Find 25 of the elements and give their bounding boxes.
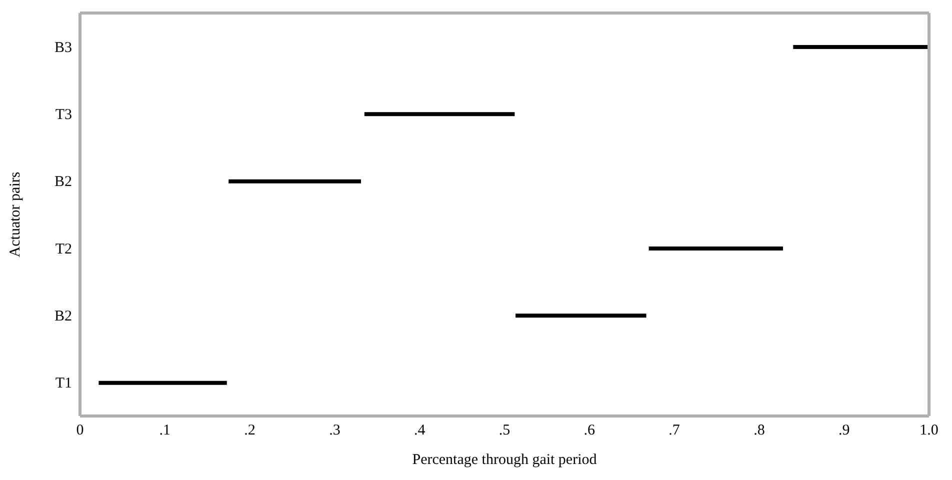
bar — [98, 380, 227, 385]
y-tick-label: B2 — [54, 308, 72, 325]
y-tick-label: T1 — [55, 376, 72, 392]
bar — [228, 179, 362, 184]
x-tick-label: .9 — [838, 422, 850, 439]
x-axis-title: Percentage through gait period — [412, 452, 598, 468]
y-tick-label: T3 — [55, 107, 72, 124]
x-tick-label: .6 — [584, 422, 596, 439]
x-tick-label: .2 — [244, 422, 256, 439]
y-axis-title: Actuator pairs — [7, 172, 24, 258]
y-tick-label: B3 — [54, 40, 72, 56]
y-tick-label: B2 — [54, 174, 72, 190]
x-tick-label: .3 — [329, 422, 340, 439]
x-tick-label: .5 — [498, 422, 510, 439]
x-tick-label: .4 — [414, 422, 426, 439]
bar — [364, 112, 515, 116]
x-tick-label: .1 — [159, 422, 171, 439]
x-tick-label: .8 — [754, 422, 765, 439]
x-tick-label: 0 — [76, 422, 84, 439]
bar — [793, 45, 929, 49]
y-tick-label: T2 — [55, 241, 72, 258]
bar — [516, 314, 646, 318]
x-tick-label: 1.0 — [920, 422, 938, 439]
bar — [648, 246, 783, 250]
x-tick-label: .7 — [668, 422, 680, 439]
